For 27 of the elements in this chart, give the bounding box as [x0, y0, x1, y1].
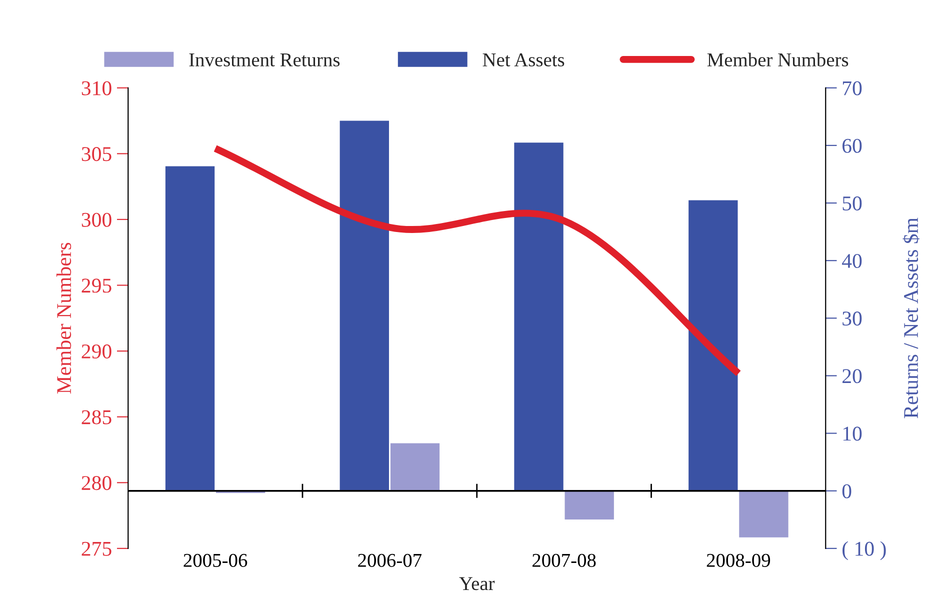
legend-label: Member Numbers — [707, 52, 848, 66]
y2-tick-label: 10 — [843, 426, 862, 441]
y2-tick-label: 20 — [842, 369, 862, 384]
y2-tick-label: 60 — [842, 138, 862, 153]
legend-label: Net Assets — [482, 53, 564, 66]
y-tick-label: 300 — [82, 212, 112, 227]
y2-tick-label: ( 10 ) — [842, 541, 886, 560]
y-tick-label: 305 — [82, 147, 112, 162]
y-tick-label: 295 — [82, 278, 112, 293]
y-tick-label: 310 — [82, 81, 112, 96]
y-tick-label: 290 — [82, 344, 112, 358]
y2-tick-label: 40 — [842, 254, 862, 268]
y-axis-title: Member Numbers — [56, 242, 72, 394]
y2-tick-label: 70 — [842, 81, 862, 96]
y-tick-label: 275 — [82, 542, 112, 556]
y-tick-label: 280 — [82, 476, 112, 490]
x-tick-label: 2005-06 — [184, 554, 248, 567]
x-axis-title: Year — [459, 577, 495, 590]
y2-tick-label: 50 — [842, 196, 862, 210]
x-tick-label: 2007-08 — [532, 554, 596, 567]
x-tick-label: 2006-07 — [358, 554, 422, 567]
y2-tick-label: 0 — [842, 484, 852, 498]
y2-tick-label: 30 — [842, 312, 862, 326]
x-tick-label: 2008-09 — [706, 554, 770, 567]
legend-label: Investment Returns — [189, 53, 340, 66]
y-tick-label: 285 — [82, 410, 112, 424]
y2-axis-title: Returns / Net Assets $m — [902, 218, 920, 418]
